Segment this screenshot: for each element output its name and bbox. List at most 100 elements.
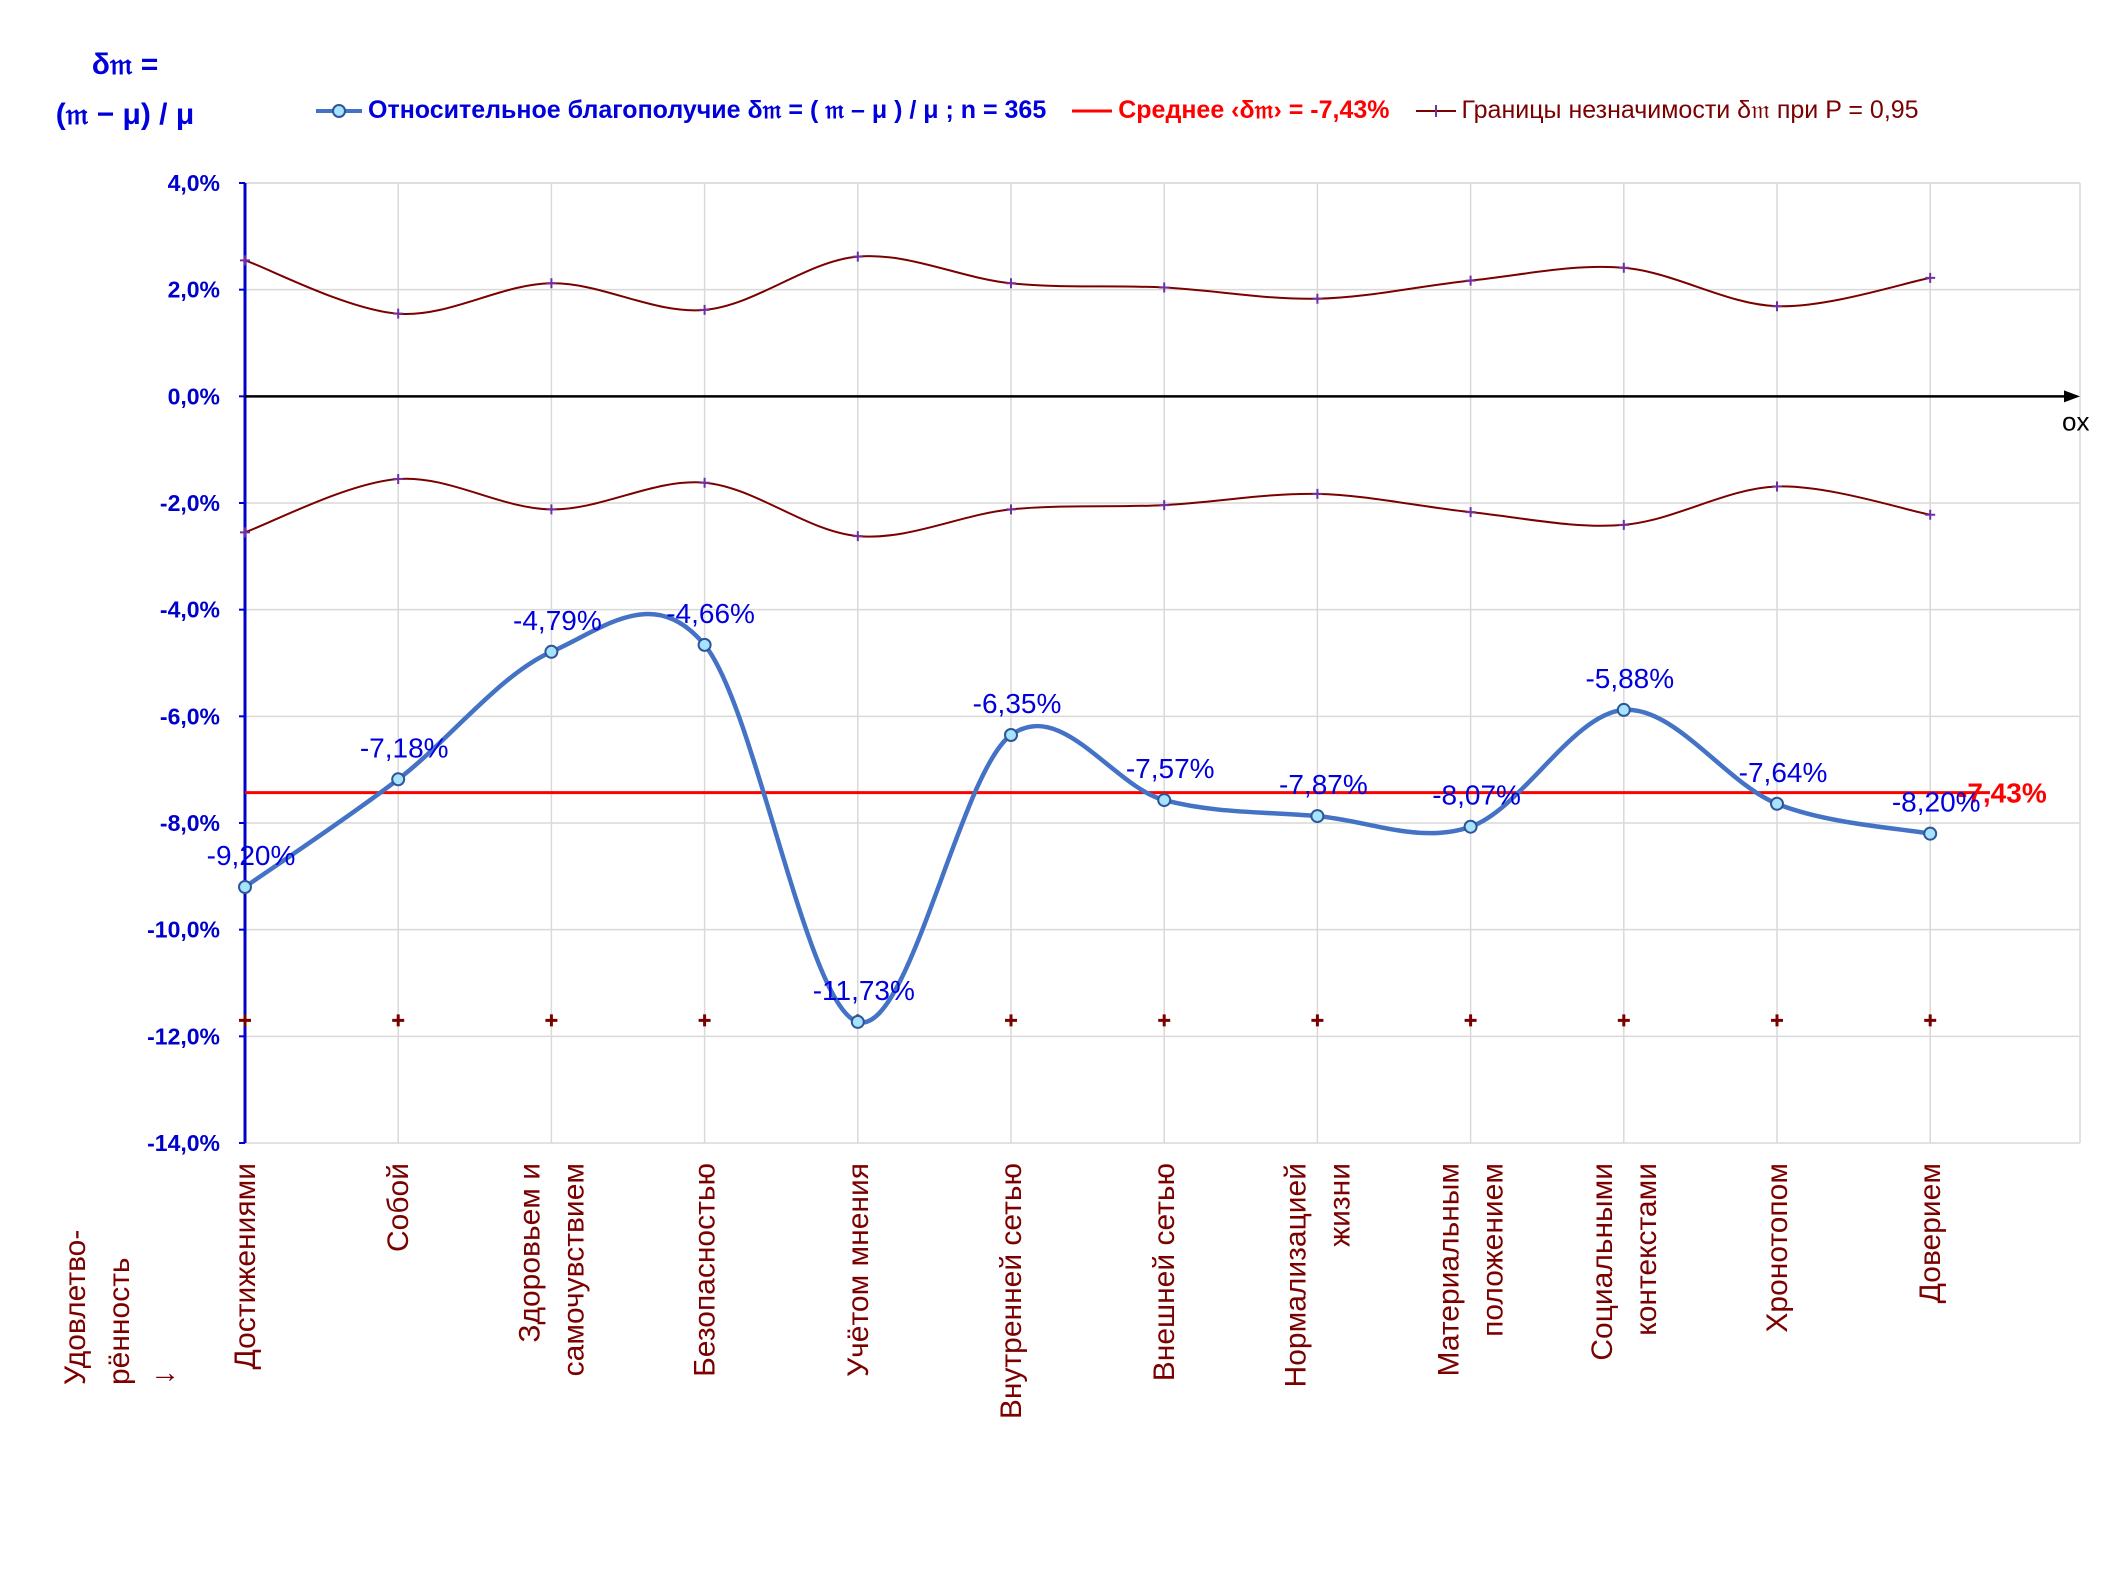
bottom-marker-6	[1158, 1014, 1171, 1027]
category-label-5: Внутренней сетью	[995, 1163, 1028, 1419]
bottom-marker-2	[545, 1014, 558, 1027]
data-point-11	[1923, 826, 1938, 841]
legend-series-swatch	[316, 103, 362, 118]
bounds-marker-upper-5	[1006, 278, 1016, 289]
data-point-0	[238, 880, 252, 894]
bounds-marker-lower-7	[1312, 488, 1323, 499]
bounds-line-lower	[244, 477, 1931, 538]
mean-label: -7,43%	[1958, 778, 2047, 809]
bounds-marker-upper-10	[1772, 301, 1782, 312]
bounds-marker-upper-11	[1925, 272, 1936, 283]
category-label-7: Нормализацией жизни	[1279, 1163, 1356, 1387]
legend-item-bounds: Границы незначимости δ𝔪 при P = 0,95	[1415, 96, 1919, 125]
bottom-marker-8	[1464, 1014, 1477, 1027]
category-label-8-line-0: Материальным	[1433, 1163, 1466, 1376]
bounds-marker-lower-4	[852, 531, 863, 542]
y-tick-label-0: 4,0%	[168, 170, 220, 196]
legend-mean-label: Среднее ‹δ𝔪› = -7,43%	[1118, 96, 1390, 124]
bounds-line-upper	[244, 255, 1931, 315]
data-label-1: -7,18%	[360, 732, 449, 763]
bounds-marker-upper-2	[546, 278, 557, 289]
category-label-11-line-0: Доверием	[1914, 1163, 1947, 1303]
category-label-2-line-0: Здоровьем и	[513, 1163, 546, 1343]
data-point-7	[1310, 809, 1325, 824]
data-point-5	[1004, 728, 1018, 742]
y-tick-label-4: -4,0%	[160, 597, 220, 623]
bounds-marker-lower-11	[1925, 509, 1936, 520]
row-title-line1: Удовлетво-	[59, 1230, 92, 1385]
category-label-6-line-0: Внешней сетью	[1148, 1163, 1181, 1381]
data-label-9: -5,88%	[1585, 663, 1674, 694]
bounds-marker-lower-10	[1772, 481, 1782, 492]
bounds-marker-lower-3	[699, 477, 710, 488]
legend-bounds-label: Границы незначимости δ𝔪 при P = 0,95	[1461, 96, 1919, 124]
bounds-marker-upper-7	[1312, 293, 1323, 304]
data-point-3	[697, 637, 712, 652]
data-point-2	[544, 644, 559, 659]
data-point-8	[1463, 819, 1478, 834]
category-label-0: Достижениями	[229, 1163, 262, 1370]
data-point-9	[1616, 702, 1631, 717]
category-label-10-line-0: Хронотопом	[1761, 1163, 1794, 1333]
data-label-6: -7,57%	[1126, 753, 1215, 784]
bounds-marker-lower-1	[393, 474, 404, 484]
legend-item-series: Относительное благополучие δ𝔪 = ( 𝔪 – μ …	[316, 96, 1046, 125]
y-tick-label-3: -2,0%	[160, 490, 220, 516]
category-label-9-line-0: Социальными	[1586, 1163, 1619, 1361]
bottom-marker-10	[1771, 1014, 1783, 1027]
legend-mean-swatch	[1072, 109, 1113, 112]
bottom-marker-9	[1617, 1014, 1630, 1027]
bottom-marker-1	[392, 1014, 405, 1027]
category-label-8: Материальным положением	[1433, 1163, 1510, 1376]
x-axis-arrow	[2064, 390, 2080, 403]
category-label-3: Безопасностью	[689, 1163, 722, 1377]
bounds-marker-lower-9	[1618, 519, 1629, 530]
y-tick-label-1: 2,0%	[168, 277, 220, 303]
x-axis-arrow-label: ox	[2062, 406, 2089, 436]
y-tick-label-8: -12,0%	[147, 1023, 220, 1049]
category-label-7-line-0: Нормализацией	[1279, 1163, 1312, 1387]
y-tick-label-6: -8,0%	[160, 810, 220, 836]
y-tick-label-5: -6,0%	[160, 703, 220, 729]
row-title: Удовлетво-рённость ↓	[59, 1230, 180, 1385]
row-title-line2: рённость	[103, 1257, 136, 1385]
category-label-9-line-1: контекстами	[1630, 1163, 1663, 1336]
y-axis-title-line1: δ𝔪 =	[91, 48, 159, 81]
bottom-marker-7	[1311, 1014, 1324, 1027]
bounds-marker-lower-0	[240, 527, 250, 538]
bottom-marker-0	[239, 1014, 251, 1027]
category-label-11: Доверием	[1914, 1163, 1947, 1303]
category-label-1: Собой	[382, 1163, 415, 1252]
category-label-10: Хронотопом	[1761, 1163, 1794, 1333]
data-label-3: -4,66%	[666, 598, 755, 629]
data-point-1	[391, 772, 406, 787]
bounds-marker-upper-0	[240, 255, 250, 266]
y-tick-label-9: -14,0%	[147, 1130, 220, 1156]
bottom-marker-11	[1924, 1014, 1937, 1027]
data-point-4	[850, 1014, 865, 1029]
bounds-marker-lower-6	[1159, 500, 1170, 511]
data-label-7: -7,87%	[1279, 769, 1368, 800]
row-title-arrow: ↓	[147, 1370, 180, 1385]
bounds-marker-lower-5	[1006, 504, 1016, 515]
category-label-6: Внешней сетью	[1148, 1163, 1181, 1381]
legend-item-mean: Среднее ‹δ𝔪› = -7,43%	[1072, 96, 1390, 125]
bounds-marker-upper-1	[393, 308, 404, 319]
data-label-11: -8,20%	[1892, 787, 1981, 818]
category-label-5-line-0: Внутренней сетью	[995, 1163, 1028, 1419]
data-label-10: -7,64%	[1739, 757, 1828, 788]
y-axis-title-line2: (𝔪 − μ) / μ	[55, 98, 195, 131]
category-label-2: Здоровьем и самочувствием	[513, 1163, 590, 1376]
data-label-8: -8,07%	[1432, 780, 1521, 811]
category-label-9: Социальными контекстами	[1586, 1163, 1663, 1361]
bounds-marker-upper-4	[852, 251, 863, 262]
data-label-0: -9,20%	[207, 840, 296, 871]
series-line	[243, 611, 1931, 1025]
category-label-4-line-0: Учётом мнения	[842, 1163, 875, 1377]
data-point-10	[1770, 796, 1784, 811]
bounds-marker-upper-3	[699, 304, 710, 315]
data-label-4: -11,73%	[813, 975, 915, 1006]
data-label-2: -4,79%	[513, 605, 602, 636]
category-label-1-line-0: Собой	[382, 1163, 415, 1252]
